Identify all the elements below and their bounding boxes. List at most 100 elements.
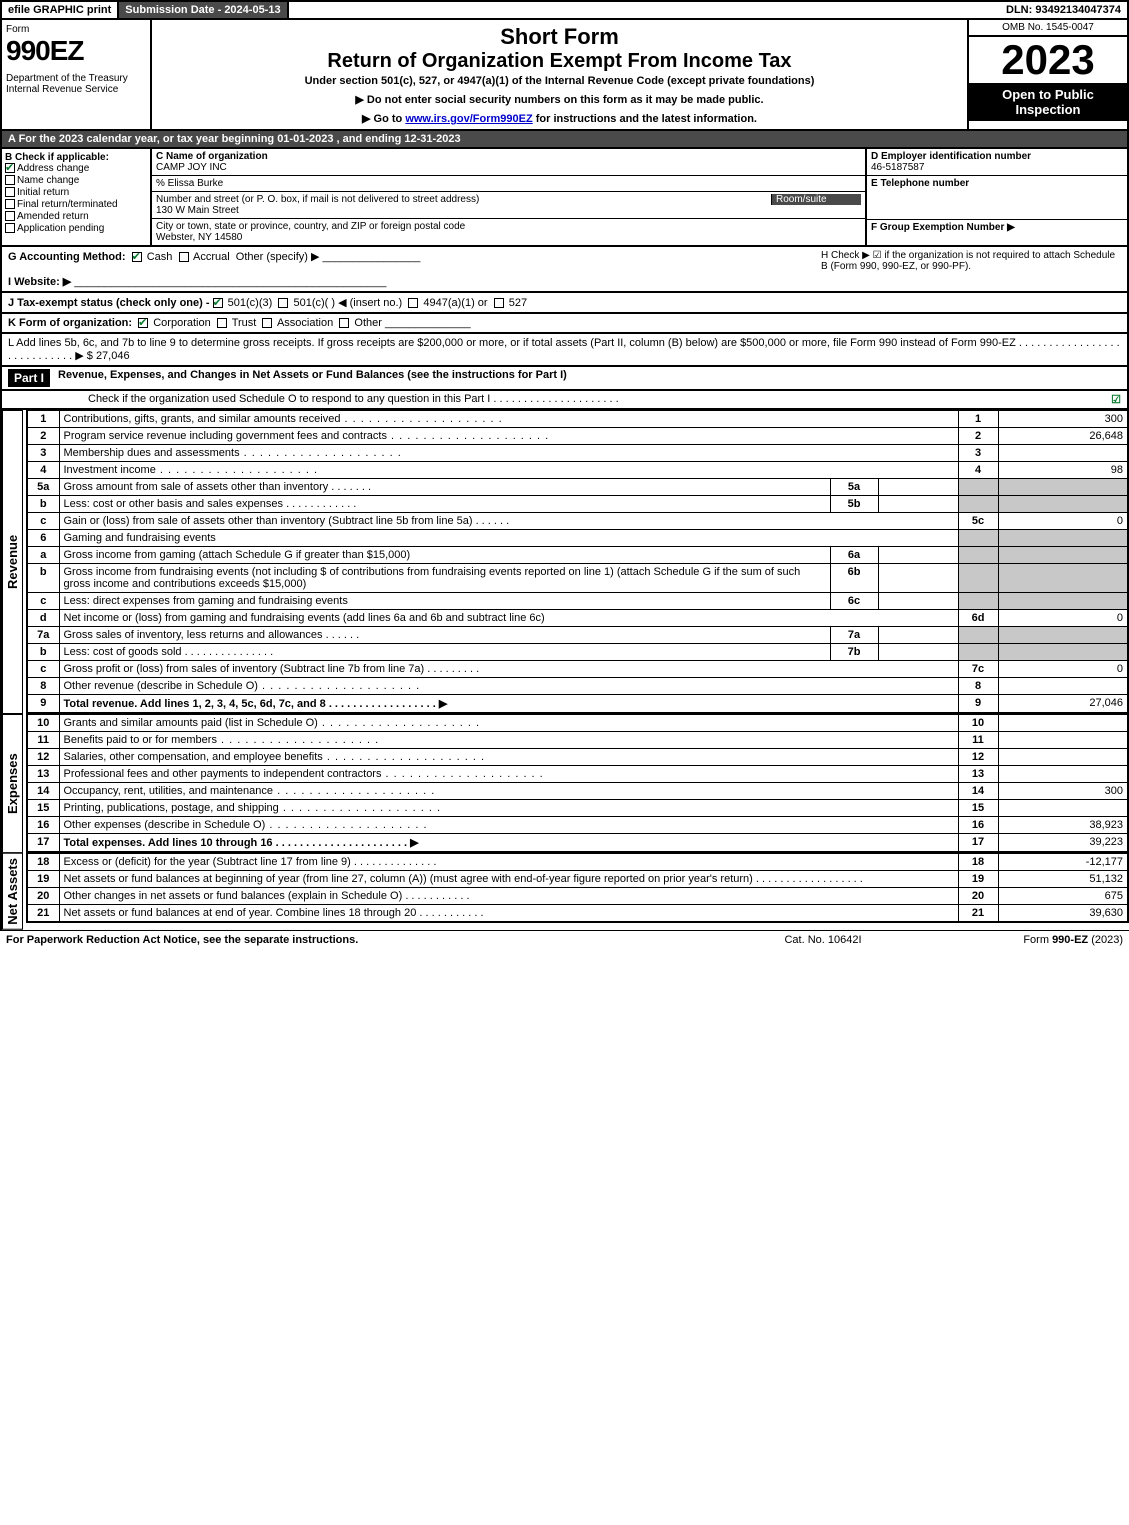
rn: 5c <box>958 513 998 530</box>
ld: Gross income from fundraising events (no… <box>59 564 830 593</box>
shade <box>998 564 1128 593</box>
part1-check-text: Check if the organization used Schedule … <box>8 393 1111 405</box>
chk-501c[interactable] <box>278 298 288 308</box>
shade <box>958 530 998 547</box>
ln: 1 <box>27 411 59 428</box>
group-exemption-block: F Group Exemption Number ▶ <box>867 220 1127 235</box>
ln: 5a <box>27 479 59 496</box>
shade <box>958 593 998 610</box>
accounting-method: G Accounting Method: Cash Accrual Other … <box>8 250 821 288</box>
ld: Occupancy, rent, utilities, and maintena… <box>64 785 274 797</box>
sub: 6b <box>830 564 878 593</box>
rn: 8 <box>958 678 998 695</box>
ln: c <box>27 661 59 678</box>
ln: 2 <box>27 428 59 445</box>
opt-assoc: Association <box>277 317 333 329</box>
chk-4947[interactable] <box>408 298 418 308</box>
rn: 4 <box>958 462 998 479</box>
amt: 51,132 <box>998 871 1128 888</box>
title-short-form: Short Form <box>156 24 963 50</box>
shade <box>998 627 1128 644</box>
rn: 17 <box>958 834 998 853</box>
line-19: 19Net assets or fund balances at beginni… <box>27 871 1128 888</box>
line-6b: bGross income from fundraising events (n… <box>27 564 1128 593</box>
chk-501c3[interactable] <box>213 298 223 308</box>
expenses-table: 10Grants and similar amounts paid (list … <box>26 714 1129 853</box>
city: Webster, NY 14580 <box>156 232 242 243</box>
ein-label: D Employer identification number <box>871 151 1031 162</box>
chk-label: Application pending <box>17 223 104 234</box>
fr-pre: Form <box>1023 934 1052 946</box>
accrual-label: Accrual <box>193 251 230 263</box>
line-14: 14Occupancy, rent, utilities, and mainte… <box>27 783 1128 800</box>
ln: 15 <box>27 800 59 817</box>
ld: Other changes in net assets or fund bala… <box>64 890 403 902</box>
chk-label: Name change <box>17 175 79 186</box>
part1-title: Revenue, Expenses, and Changes in Net As… <box>50 369 1121 381</box>
chk-corp[interactable] <box>138 318 148 328</box>
shade <box>998 547 1128 564</box>
city-block: City or town, state or province, country… <box>152 219 865 245</box>
ln: 9 <box>27 695 59 714</box>
chk-name-change[interactable]: Name change <box>5 175 147 186</box>
goto-pre: ▶ Go to <box>362 113 405 125</box>
dln: DLN: 93492134047374 <box>1000 2 1127 18</box>
chk-final-return[interactable]: Final return/terminated <box>5 199 147 210</box>
efile-print[interactable]: efile GRAPHIC print <box>2 2 119 18</box>
ld: Investment income <box>64 464 156 476</box>
rn: 1 <box>958 411 998 428</box>
chk-accrual[interactable] <box>179 252 189 262</box>
netassets-label: Net Assets <box>2 853 23 930</box>
chk-cash[interactable] <box>132 252 142 262</box>
amt <box>998 732 1128 749</box>
shade <box>998 644 1128 661</box>
chk-other[interactable] <box>339 318 349 328</box>
rn: 16 <box>958 817 998 834</box>
phone-label: E Telephone number <box>871 178 969 189</box>
ln: 19 <box>27 871 59 888</box>
header-right: OMB No. 1545-0047 2023 Open to Public In… <box>967 20 1127 129</box>
shade <box>958 644 998 661</box>
chk-initial-return[interactable]: Initial return <box>5 187 147 198</box>
chk-amended-return[interactable]: Amended return <box>5 211 147 222</box>
subval <box>878 644 958 661</box>
ln: 10 <box>27 715 59 732</box>
form-code: 990EZ <box>6 35 146 67</box>
tax-year: 2023 <box>969 37 1127 83</box>
checkbox-icon <box>5 211 15 221</box>
chk-527[interactable] <box>494 298 504 308</box>
checkbox-icon <box>5 199 15 209</box>
header-block: Form 990EZ Department of the Treasury In… <box>0 20 1129 131</box>
rn: 12 <box>958 749 998 766</box>
amt: 300 <box>998 411 1128 428</box>
rn: 21 <box>958 905 998 923</box>
ln: 16 <box>27 817 59 834</box>
line-5a: 5aGross amount from sale of assets other… <box>27 479 1128 496</box>
city-label: City or town, state or province, country… <box>156 221 465 232</box>
goto-post: for instructions and the latest informat… <box>533 113 757 125</box>
chk-assoc[interactable] <box>262 318 272 328</box>
chk-trust[interactable] <box>217 318 227 328</box>
shade <box>958 547 998 564</box>
j-label: J Tax-exempt status (check only one) - <box>8 297 210 309</box>
care-of: % Elissa Burke <box>152 176 865 192</box>
ln: 11 <box>27 732 59 749</box>
header-left: Form 990EZ Department of the Treasury In… <box>2 20 152 129</box>
form-word: Form <box>6 24 146 35</box>
checkbox-icon <box>5 223 15 233</box>
line-6: 6Gaming and fundraising events <box>27 530 1128 547</box>
irs-link[interactable]: www.irs.gov/Form990EZ <box>405 113 532 125</box>
ld: Salaries, other compensation, and employ… <box>64 751 323 763</box>
line-7b: bLess: cost of goods sold . . . . . . . … <box>27 644 1128 661</box>
street: 130 W Main Street <box>156 205 239 216</box>
shade <box>998 530 1128 547</box>
chk-application-pending[interactable]: Application pending <box>5 223 147 234</box>
ld: Net income or (loss) from gaming and fun… <box>59 610 958 627</box>
chk-address-change[interactable]: Address change <box>5 163 147 174</box>
part1-check-icon: ☑ <box>1111 393 1121 406</box>
line-18: 18Excess or (deficit) for the year (Subt… <box>27 854 1128 871</box>
ln: d <box>27 610 59 627</box>
line-8: 8Other revenue (describe in Schedule O)8 <box>27 678 1128 695</box>
line-6c: cLess: direct expenses from gaming and f… <box>27 593 1128 610</box>
rn: 7c <box>958 661 998 678</box>
